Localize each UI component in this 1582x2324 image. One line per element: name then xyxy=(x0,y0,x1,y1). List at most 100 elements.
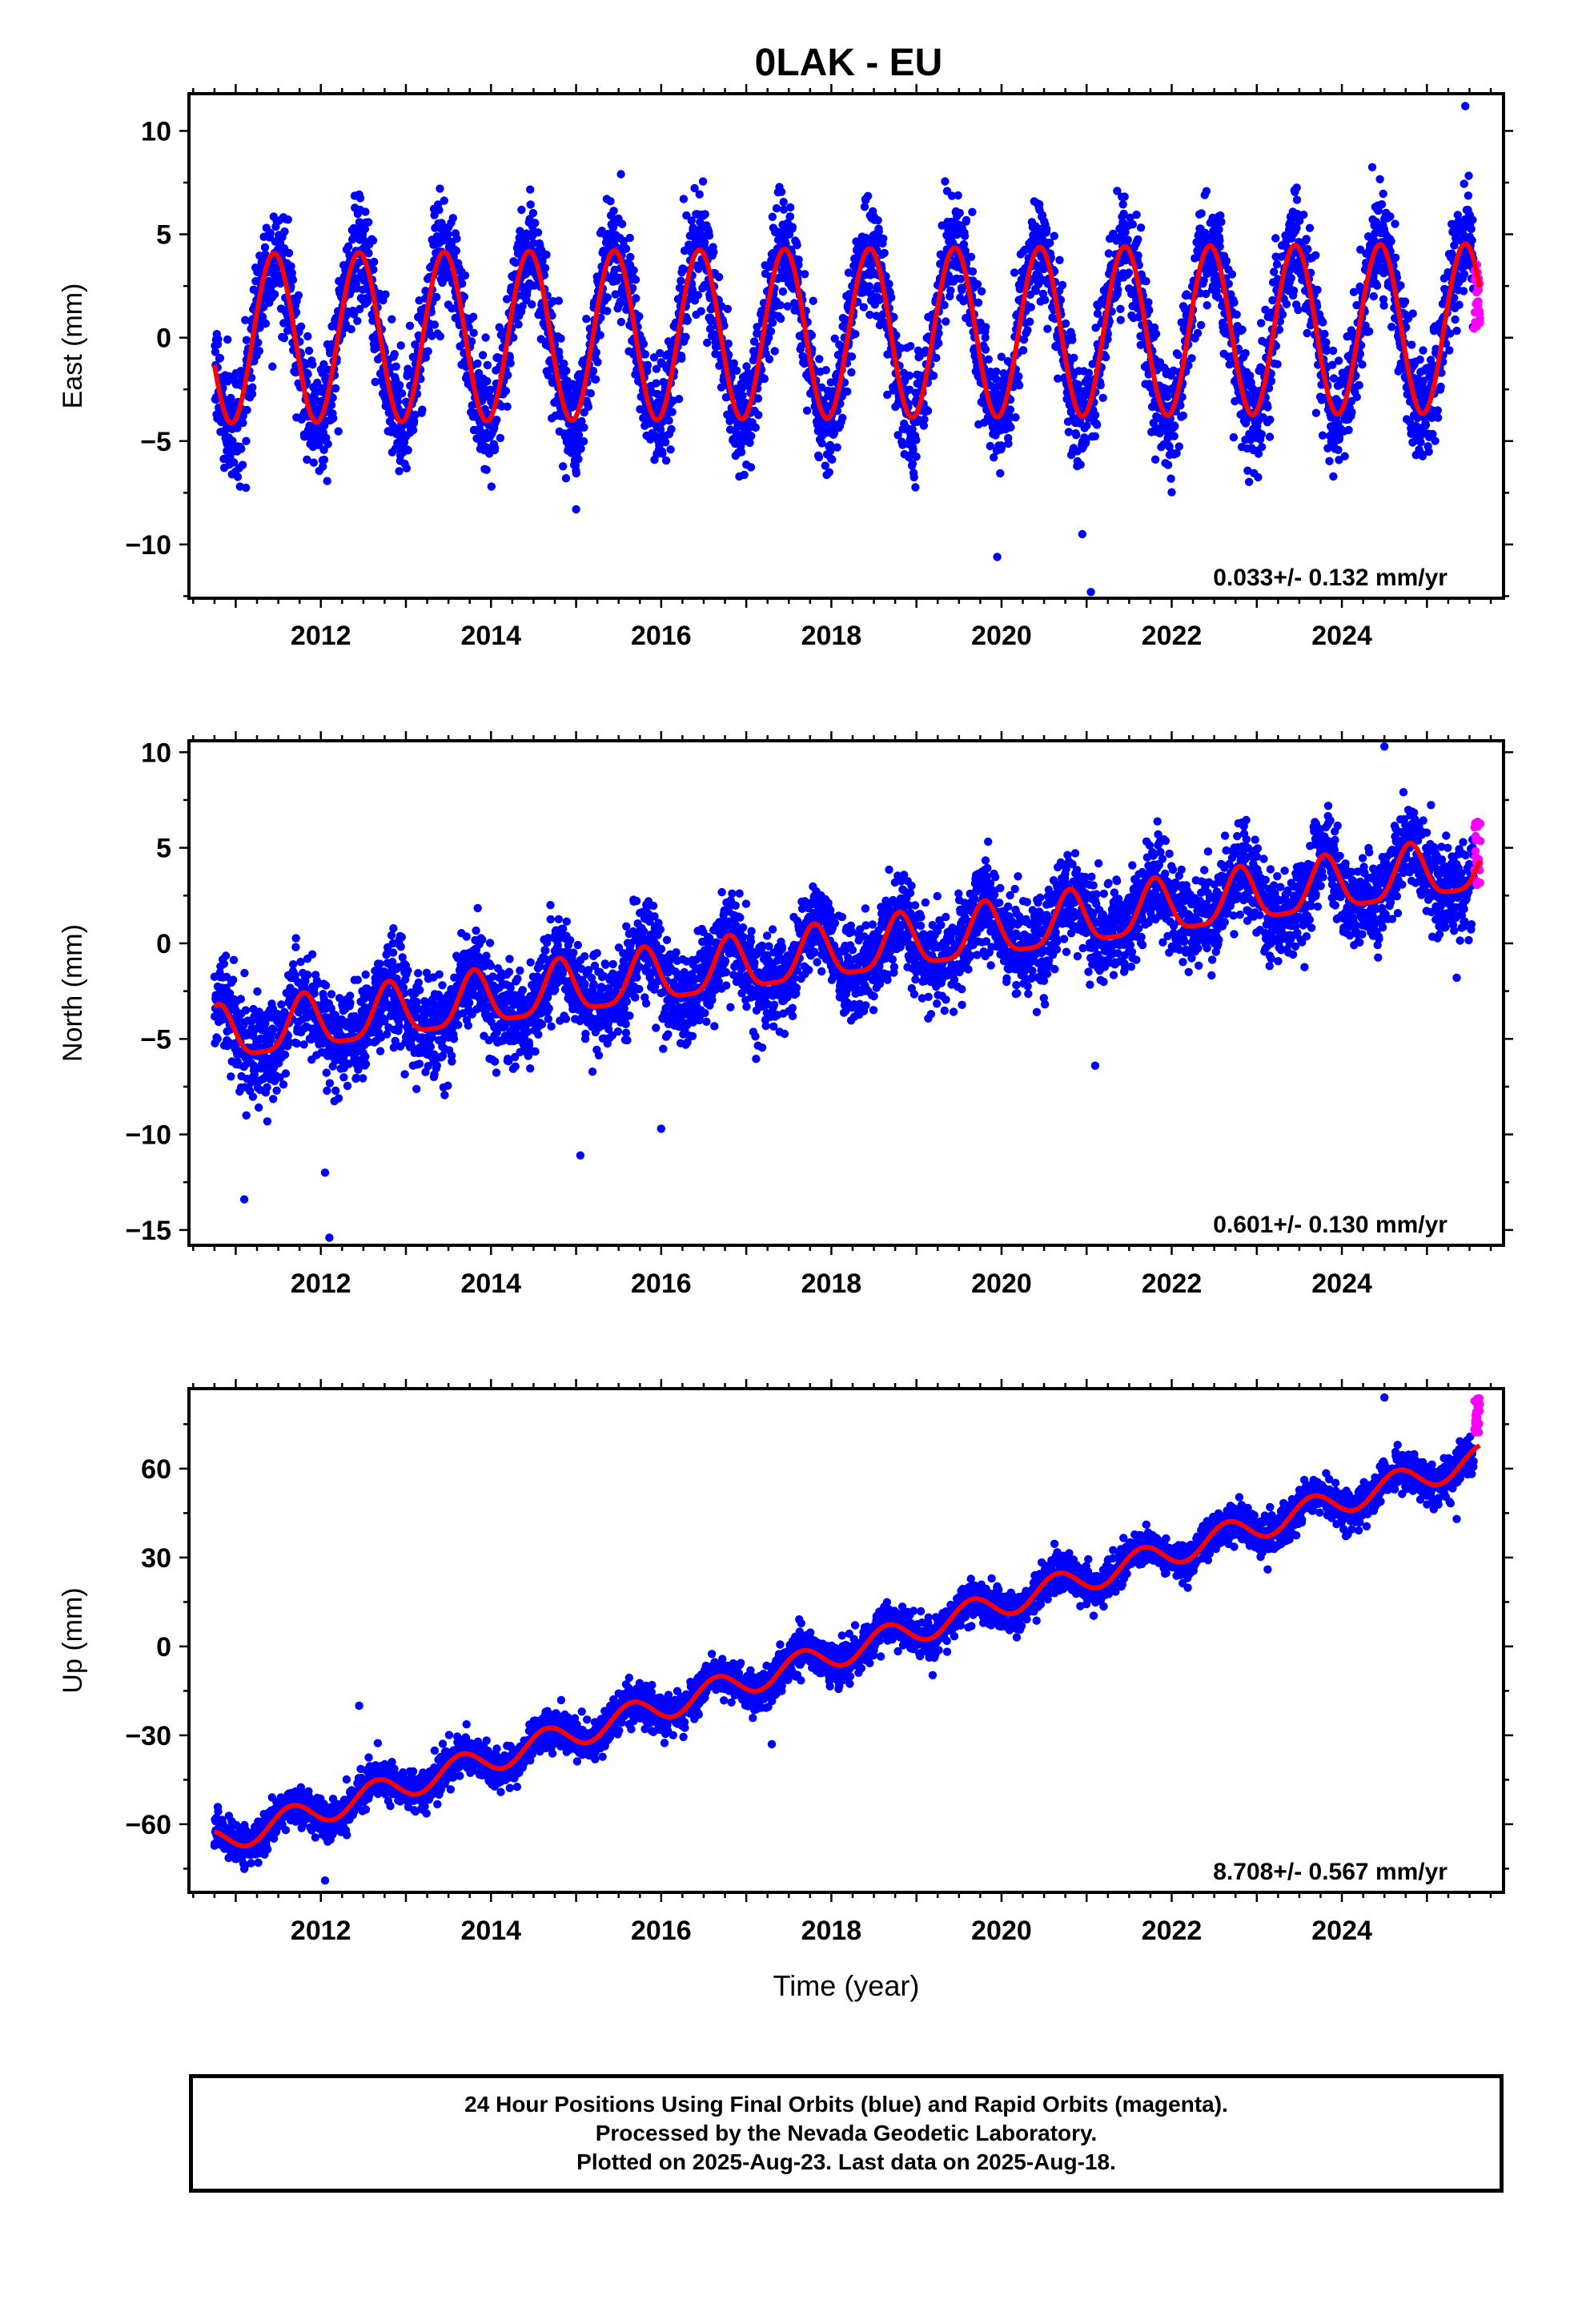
final-orbit-point xyxy=(608,223,618,232)
final-orbit-point xyxy=(793,240,801,250)
final-orbit-point xyxy=(898,440,907,449)
final-orbit-point xyxy=(879,234,888,243)
final-orbit-point xyxy=(319,455,329,464)
final-orbit-point xyxy=(448,304,456,313)
final-orbit-point xyxy=(1074,380,1083,389)
final-orbit-point xyxy=(432,292,441,302)
final-orbit-point xyxy=(766,327,776,336)
final-orbit-point xyxy=(1227,270,1237,279)
final-orbit-point xyxy=(464,323,473,332)
final-orbit-point xyxy=(908,424,917,434)
final-orbit-point xyxy=(1416,438,1425,447)
final-orbit-point xyxy=(997,352,1006,361)
final-orbit-point xyxy=(211,348,220,356)
final-orbit-point xyxy=(241,316,250,324)
final-orbit-point xyxy=(603,307,612,316)
final-orbit-point xyxy=(554,296,564,305)
final-orbit-point xyxy=(674,395,684,404)
final-orbit-point xyxy=(1142,277,1150,286)
final-orbit-point xyxy=(410,416,419,425)
final-orbit-point xyxy=(851,329,860,339)
final-orbit-point xyxy=(817,439,826,448)
final-orbit-point xyxy=(319,462,327,471)
final-orbit-point xyxy=(475,424,484,433)
final-orbit-point xyxy=(966,252,976,261)
final-orbit-point xyxy=(1322,338,1331,347)
final-orbit-point xyxy=(514,320,523,329)
final-orbit-point xyxy=(294,291,303,300)
final-orbit-point xyxy=(313,378,322,388)
final-orbit-point xyxy=(1334,445,1343,454)
final-orbit-point xyxy=(779,205,789,214)
final-orbit-point xyxy=(574,455,583,464)
final-orbit-point xyxy=(1287,274,1296,283)
final-orbit-point xyxy=(666,445,675,454)
final-orbit-point xyxy=(807,331,817,340)
final-orbit-point xyxy=(934,329,943,338)
final-orbit-point xyxy=(1174,351,1182,360)
final-orbit-point xyxy=(588,366,598,376)
final-orbit-point xyxy=(526,200,535,209)
final-orbit-point xyxy=(656,425,665,434)
final-orbit-point xyxy=(283,326,292,336)
final-orbit-point xyxy=(997,443,1006,452)
final-orbit-point xyxy=(1134,251,1142,260)
final-orbit-point xyxy=(814,452,824,462)
final-orbit-point xyxy=(1144,298,1153,307)
final-orbit-point xyxy=(1273,360,1282,368)
final-orbit-point xyxy=(828,455,837,464)
final-orbit-point xyxy=(1325,456,1334,465)
final-orbit-point xyxy=(1082,421,1091,430)
final-orbit-point xyxy=(1311,408,1321,417)
final-orbit-point xyxy=(1230,298,1239,307)
final-orbit-point xyxy=(291,308,301,317)
final-orbit-point xyxy=(1278,310,1287,319)
final-orbit-point xyxy=(783,302,792,311)
panel-east: 2012 2014 2016 2018 2020 2022 20241050−5−10Eas… xyxy=(58,84,1513,651)
final-orbit-point xyxy=(1187,354,1196,363)
final-orbit-point xyxy=(1064,428,1074,436)
final-orbit-point xyxy=(698,177,708,186)
final-orbit-point xyxy=(329,414,338,423)
final-orbit-point xyxy=(1070,353,1078,362)
final-orbit-point xyxy=(214,335,223,344)
final-orbit-point xyxy=(509,333,518,342)
final-orbit-point xyxy=(649,353,659,362)
final-orbit-point xyxy=(355,194,365,203)
final-orbit-point xyxy=(621,244,631,253)
final-orbit-point xyxy=(742,362,751,371)
final-orbit-point xyxy=(424,347,432,356)
final-orbit-point xyxy=(596,331,604,340)
final-orbit-point xyxy=(1068,336,1077,344)
final-orbit-point xyxy=(284,248,294,258)
final-orbit-point xyxy=(1241,348,1250,358)
final-orbit-point xyxy=(478,351,488,360)
final-orbit-point xyxy=(411,340,420,349)
final-orbit-point xyxy=(586,389,595,398)
final-orbit-point xyxy=(723,304,733,313)
final-orbit-point xyxy=(531,219,540,227)
final-orbit-point xyxy=(440,196,448,205)
final-orbit-point xyxy=(1215,242,1224,251)
final-orbit-point xyxy=(1379,301,1388,310)
final-orbit-point xyxy=(1124,268,1134,277)
final-orbit-point xyxy=(740,470,749,480)
final-orbit-point xyxy=(1375,175,1384,183)
final-orbit-point xyxy=(912,452,921,461)
final-orbit-point xyxy=(677,354,686,363)
final-orbit-point xyxy=(825,468,834,476)
final-orbit-point xyxy=(905,371,914,380)
final-orbit-point xyxy=(747,432,756,440)
final-orbit-point xyxy=(958,286,966,295)
final-orbit-point xyxy=(772,203,781,213)
final-orbit-point xyxy=(483,360,492,370)
final-orbit-point xyxy=(418,405,427,414)
final-orbit-point xyxy=(288,275,298,284)
final-orbit-point xyxy=(705,231,714,240)
final-orbit-point xyxy=(1041,296,1050,304)
final-orbit-point xyxy=(738,391,747,400)
final-orbit-point xyxy=(1391,253,1400,262)
final-orbit-point xyxy=(239,412,247,420)
final-orbit-point xyxy=(893,431,902,440)
final-orbit-point xyxy=(616,317,626,327)
